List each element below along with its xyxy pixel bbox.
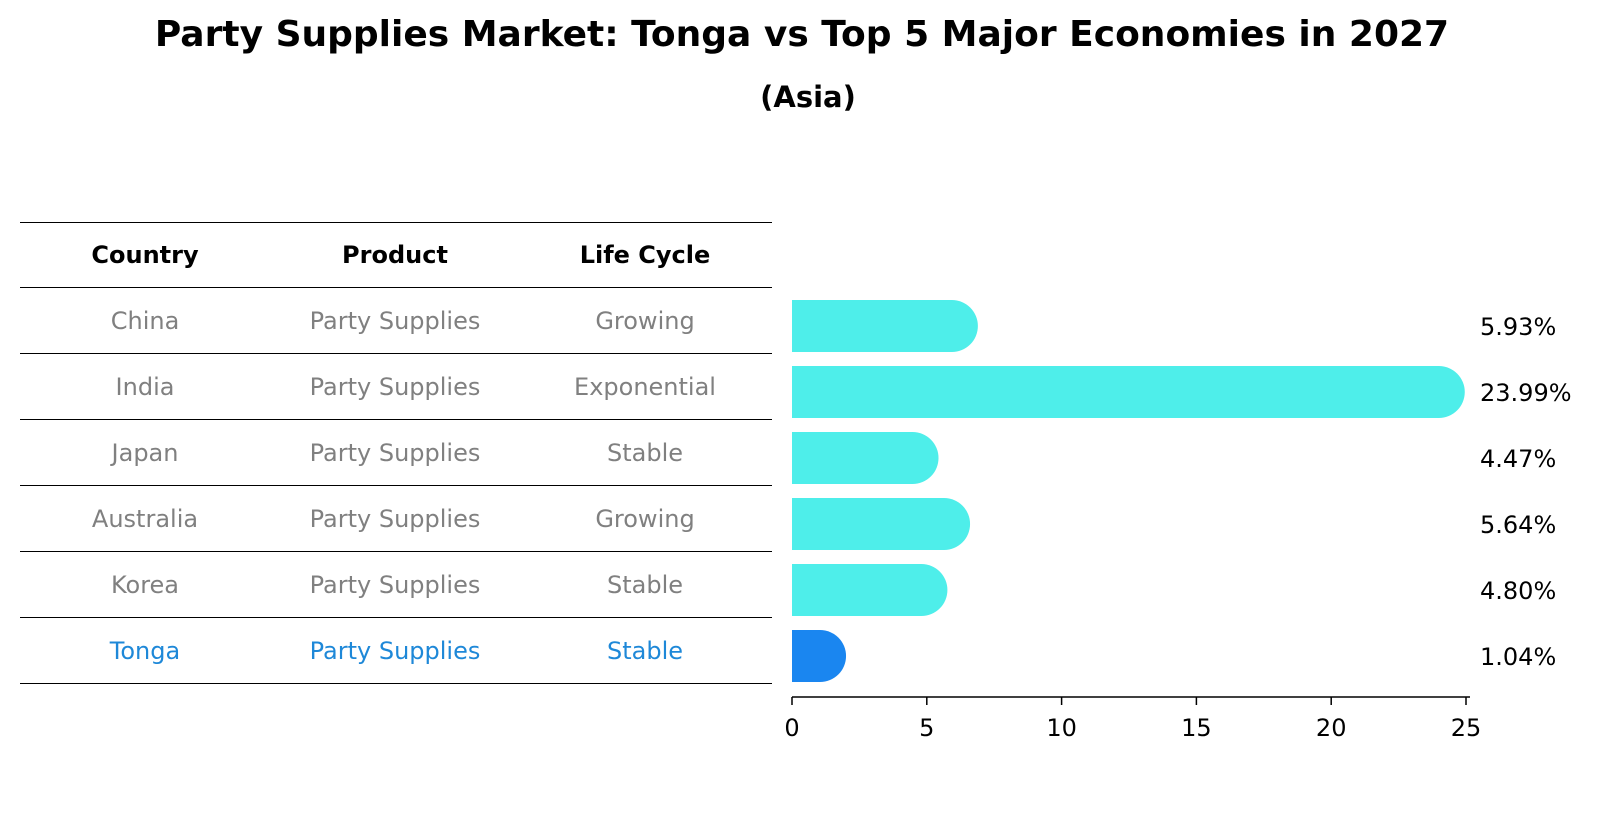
- x-tick-label: 20: [1316, 714, 1347, 742]
- cell-life-cycle: Stable: [606, 636, 684, 665]
- table-row: Korea Party Supplies Stable: [20, 552, 772, 618]
- x-tick-label: 5: [919, 714, 934, 742]
- bar-cap-australia: [918, 498, 971, 550]
- header-product: Product: [342, 241, 448, 269]
- data-label: 5.93%: [1480, 313, 1556, 341]
- bar-cap-japan: [886, 432, 939, 484]
- cell-country: Japan: [111, 438, 179, 467]
- cell-life-cycle: Exponential: [574, 372, 716, 401]
- cell-country: India: [115, 372, 175, 401]
- data-table: Country Product Life Cycle China Party S…: [20, 222, 772, 684]
- x-tick-label: 10: [1046, 714, 1077, 742]
- cell-product: Party Supplies: [309, 570, 481, 599]
- table-header-row: Country Product Life Cycle: [20, 222, 772, 288]
- cell-product: Party Supplies: [309, 306, 481, 335]
- cell-country: China: [110, 306, 180, 335]
- table-row: China Party Supplies Growing: [20, 288, 772, 354]
- data-label: 4.80%: [1480, 577, 1556, 605]
- bar-cap-india: [1412, 366, 1465, 418]
- table-row-highlight: Tonga Party Supplies Stable: [20, 618, 772, 684]
- data-label: 23.99%: [1480, 379, 1572, 407]
- cell-country: Australia: [91, 504, 199, 533]
- cell-life-cycle: Stable: [606, 570, 684, 599]
- cell-product: Party Supplies: [309, 372, 481, 401]
- bar-india: [792, 366, 1439, 418]
- data-label: 5.64%: [1480, 511, 1556, 539]
- x-tick-label: 25: [1451, 714, 1482, 742]
- x-tick-label: 0: [784, 714, 799, 742]
- table-row: Australia Party Supplies Growing: [20, 486, 772, 552]
- cell-product: Party Supplies: [309, 636, 481, 665]
- cell-life-cycle: Growing: [595, 504, 695, 533]
- cell-life-cycle: Growing: [595, 306, 695, 335]
- chart-title: Party Supplies Market: Tonga vs Top 5 Ma…: [154, 14, 1450, 55]
- table-row: Japan Party Supplies Stable: [20, 420, 772, 486]
- header-country: Country: [91, 241, 199, 269]
- header-life-cycle: Life Cycle: [579, 241, 711, 269]
- table-row: India Party Supplies Exponential: [20, 354, 772, 420]
- cell-country: Tonga: [109, 636, 181, 665]
- data-label: 1.04%: [1480, 643, 1556, 671]
- bar-cap-china: [925, 300, 978, 352]
- bar-china: [792, 300, 952, 352]
- cell-product: Party Supplies: [309, 438, 481, 467]
- cell-country: Korea: [110, 570, 180, 599]
- data-label: 4.47%: [1480, 445, 1556, 473]
- cell-life-cycle: Stable: [606, 438, 684, 467]
- bar-cap-tonga: [794, 630, 847, 682]
- chart-subtitle: (Asia): [760, 80, 856, 114]
- x-tick-label: 15: [1181, 714, 1212, 742]
- bar-cap-korea: [895, 564, 948, 616]
- cell-product: Party Supplies: [309, 504, 481, 533]
